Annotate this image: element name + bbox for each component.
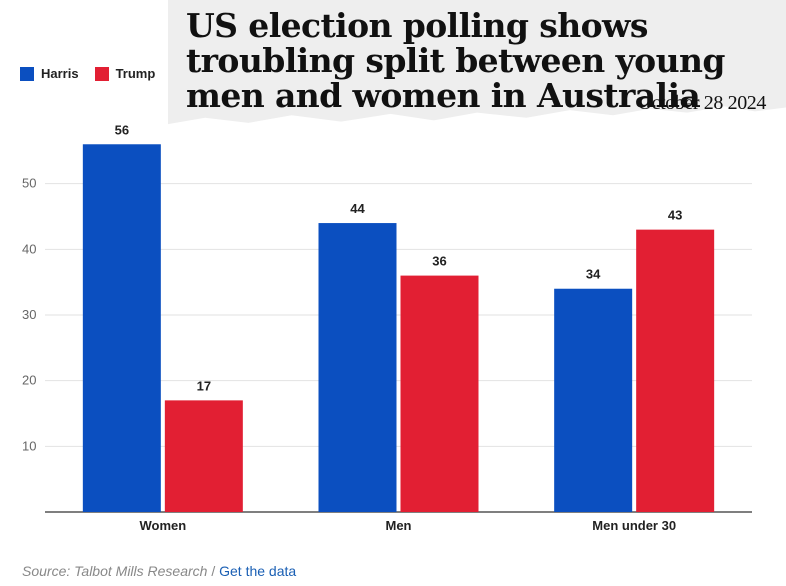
data-label: 34 [586,267,601,282]
x-tick-label: Men [386,518,412,533]
legend-label-trump: Trump [115,66,156,81]
legend-item-trump[interactable]: Trump [94,66,156,81]
bar-trump-men-under-30[interactable] [636,229,715,512]
headline-clipping-background [168,0,786,125]
y-tick-label: 30 [22,307,36,322]
data-label: 17 [197,378,211,393]
headline: US election polling shows troubling spli… [186,6,725,115]
y-tick-label: 50 [22,176,36,191]
bar-harris-men-under-30[interactable] [554,288,633,512]
y-axis-ticks: 10 20 30 40 50 [22,176,36,454]
legend-label-harris: Harris [41,66,79,81]
date: October 28 2024 [637,92,767,114]
get-the-data-link[interactable]: Get the data [219,563,297,579]
bars [82,144,715,513]
legend-swatch-trump [94,66,109,81]
source-label: Source: Talbot Mills Research [22,563,208,579]
x-tick-label: Men under 30 [592,518,676,533]
source-separator: / [207,563,220,579]
data-label: 36 [432,254,446,269]
y-tick-label: 40 [22,241,36,256]
data-label: 44 [350,201,365,216]
x-tick-label: Women [139,518,186,533]
bar-harris-women[interactable] [82,144,161,512]
bar-harris-men[interactable] [318,223,397,513]
source-note: Source: Talbot Mills Research / Get the … [22,563,296,579]
legend-swatch-harris [20,66,34,81]
x-axis-ticks: Women Men Men under 30 [139,518,676,533]
y-tick-label: 20 [22,373,36,388]
legend-item-harris[interactable]: Harris [20,66,79,81]
bar-trump-men[interactable] [400,275,479,512]
data-label: 43 [668,208,682,223]
data-label: 56 [115,122,129,137]
bar-trump-women[interactable] [164,400,243,512]
y-tick-label: 10 [22,438,36,453]
legend: Harris Trump [20,66,155,81]
gridlines [45,183,752,513]
data-labels: 56 17 44 36 34 43 [115,122,683,393]
